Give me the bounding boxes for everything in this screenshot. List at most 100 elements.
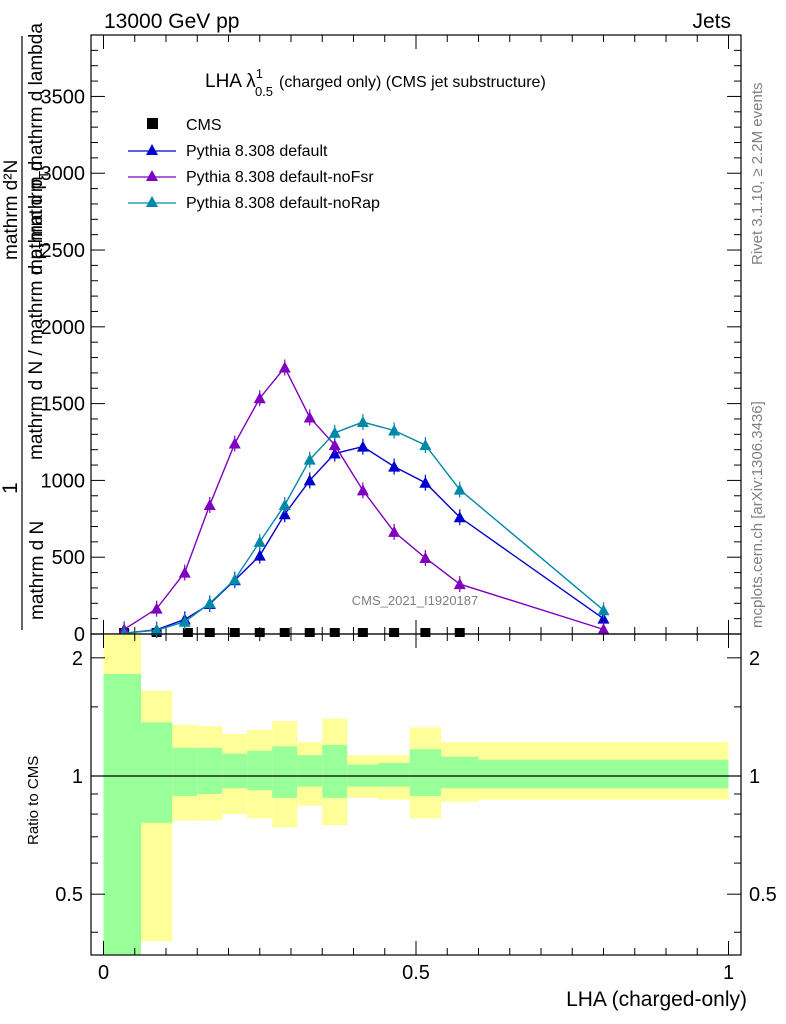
band-inner-bin xyxy=(409,749,441,796)
series-point xyxy=(253,392,266,404)
ratio-tick-label-right: 2 xyxy=(749,648,760,670)
ratio-ylabel: Ratio to CMS xyxy=(25,756,42,845)
title-sub: 0.5 xyxy=(255,84,273,99)
x-tick-label: 1 xyxy=(723,962,734,984)
header-left: 13000 GeV pp xyxy=(104,10,239,33)
legend-label-nofsr: Pythia 8.308 default-noFsr xyxy=(186,169,374,186)
band-inner-bin xyxy=(103,673,141,955)
series-point xyxy=(278,361,291,373)
series-point xyxy=(356,416,369,428)
band-inner-bin xyxy=(297,755,323,787)
y-tick-label: 500 xyxy=(52,547,85,569)
y-tick-label: 2500 xyxy=(41,240,86,262)
series-point xyxy=(228,573,241,585)
ylabel-inner-den-T: T xyxy=(36,171,51,179)
band-inner-bin xyxy=(478,759,729,789)
cms-point xyxy=(329,628,340,637)
ylabel-inner-den-tail: mathrm d lambda xyxy=(26,23,47,171)
legend-marker-norap xyxy=(146,196,158,207)
series-point xyxy=(150,624,163,636)
ratio-tick-label-left: 1 xyxy=(72,766,83,788)
upper-axes: 0 500 1000 1500 2000 2500 3000 3500 xyxy=(41,34,742,646)
legend-label-norap: Pythia 8.308 default-noRap xyxy=(186,195,380,212)
series-point xyxy=(203,498,216,510)
band-inner-bin xyxy=(322,744,348,798)
series-point xyxy=(228,437,241,449)
y-tick-label: 0 xyxy=(74,624,85,646)
band-inner-bin xyxy=(222,753,248,789)
series-point xyxy=(303,453,316,465)
ratio-tick-label-left: 0.5 xyxy=(55,884,83,906)
series-point xyxy=(388,460,401,472)
cms-point xyxy=(279,628,290,637)
band-inner-bin xyxy=(247,750,273,791)
legend-label-cms: CMS xyxy=(186,117,222,134)
series-point xyxy=(178,615,191,627)
band-inner-bin xyxy=(172,747,198,796)
ylabel-inner-den-main: mathrm d p xyxy=(26,179,47,275)
chart-title: LHA λ1 0.5 (charged only) (CMS jet substru… xyxy=(205,66,546,99)
series-point xyxy=(303,411,316,423)
legend-label-default: Pythia 8.308 default xyxy=(186,143,328,160)
ylabel-denom-T: T xyxy=(36,241,51,249)
cms-point xyxy=(420,628,431,637)
series-point xyxy=(388,525,401,537)
x-tick-label: 0 xyxy=(98,962,109,984)
watermark: CMS_2021_I1920187 xyxy=(352,593,479,608)
band-inner-bin xyxy=(141,722,173,823)
y-tick-label: 1000 xyxy=(41,470,86,492)
band-inner-bin xyxy=(197,747,223,794)
band-inner-bin xyxy=(272,746,298,798)
y-tick-label: 1500 xyxy=(41,394,86,416)
ratio-bands xyxy=(91,634,741,955)
series-line xyxy=(124,421,604,634)
ylabel-inner-den: mathrm d pTmathrm d lambda xyxy=(26,23,51,275)
series-point xyxy=(328,426,341,438)
cms-point xyxy=(254,628,265,637)
series-point xyxy=(597,623,610,635)
series-point xyxy=(597,604,610,616)
series-point xyxy=(453,483,466,495)
series-point xyxy=(453,511,466,523)
band-inner-bin xyxy=(378,762,410,787)
series-line xyxy=(124,445,604,634)
series-point xyxy=(356,440,369,452)
title-sup: 1 xyxy=(256,66,263,81)
cms-point xyxy=(182,628,193,637)
series-point xyxy=(150,602,163,614)
band-inner-bin xyxy=(441,756,479,789)
series-point xyxy=(253,549,266,561)
series-point xyxy=(419,439,432,451)
ratio-tick-label-right: 1 xyxy=(749,766,760,788)
series-point xyxy=(203,597,216,609)
ylabel-denom-tail: mathrm d xyxy=(26,161,47,241)
series-point xyxy=(328,439,341,451)
cms-point xyxy=(204,628,215,637)
rivet-label: Rivet 3.1.10, ≥ 2.2M events xyxy=(749,83,766,266)
ylabel-one: 1 xyxy=(0,482,22,494)
cms-point xyxy=(389,628,400,637)
cms-point xyxy=(454,628,465,637)
legend-marker-nofsr xyxy=(146,170,158,181)
ratio-tick-label-left: 2 xyxy=(72,648,83,670)
mcplots-label: mcplots.cern.ch [arXiv:1306.3436] xyxy=(749,401,766,628)
lower-axes: 0.5 0.5 1 1 2 2 0 0.5 1 xyxy=(55,633,777,984)
ylabel-numerator: mathrm d N xyxy=(27,521,48,620)
series-point xyxy=(278,498,291,510)
ylabel-denominator: mathrm d N / mathrm d pTmathrm d xyxy=(26,161,51,460)
ylabel-inner-num: mathrm d²N xyxy=(1,160,22,260)
series-point xyxy=(388,424,401,436)
y-tick-label: 3000 xyxy=(41,163,86,185)
x-axis-label: LHA (charged-only) xyxy=(566,988,747,1011)
y-tick-label: 2000 xyxy=(41,317,86,339)
ratio-tick-label-right: 0.5 xyxy=(749,884,777,906)
series-point xyxy=(253,535,266,547)
series-point xyxy=(178,566,191,578)
series-point xyxy=(303,474,316,486)
series-point xyxy=(419,551,432,563)
ylabel-denom-main: mathrm d N / mathrm d p xyxy=(26,249,47,460)
upper-y-label: 1 mathrm d N mathrm d N / mathrm d pTmat… xyxy=(0,23,51,630)
series-point xyxy=(419,476,432,488)
cms-point xyxy=(357,628,368,637)
